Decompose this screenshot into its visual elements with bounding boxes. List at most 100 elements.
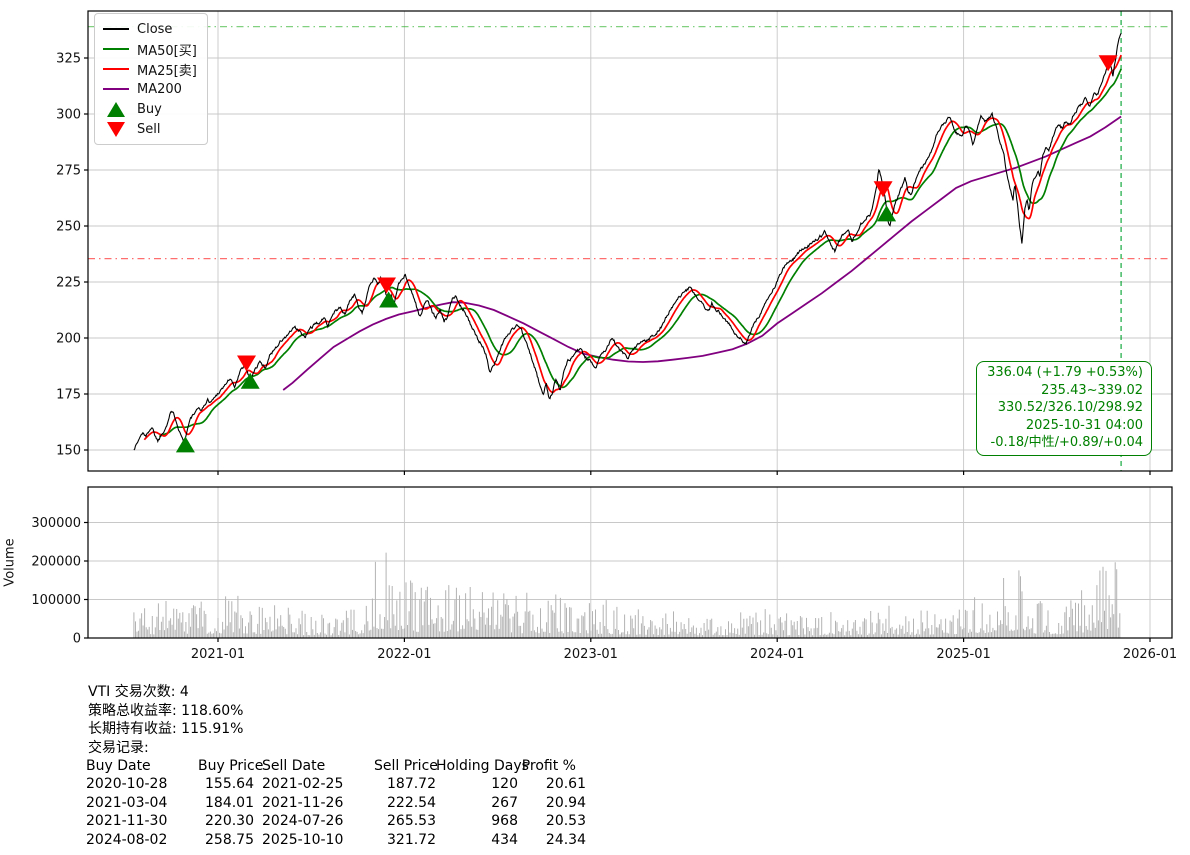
line-swatch [103,28,129,30]
line-swatch [103,88,129,90]
trade-cell: 968 [491,813,518,830]
svg-text:300000: 300000 [31,516,81,531]
svg-text:2023-01: 2023-01 [564,647,618,662]
legend-item-buy: Buy [103,99,199,119]
legend-line-swatch [103,28,129,30]
legend-label: Close [137,21,173,37]
volume-bars [133,552,1121,638]
legend-item-ma200: MA200 [103,79,199,99]
annotation-timestamp: 2025-10-31 04:00 [1025,417,1143,433]
trade-cell: 2021-11-30 [86,813,168,830]
buy-marker [379,291,399,308]
svg-text:150: 150 [56,444,81,459]
trade-col-header: Buy Price [198,758,264,774]
legend-marker-swatch [103,101,129,117]
legend-line-swatch [103,68,129,70]
legend-line-swatch [103,88,129,90]
trade-cell: 265.53 [387,813,436,830]
svg-text:100000: 100000 [31,593,81,608]
sell-marker [377,277,396,294]
svg-text:2021-01: 2021-01 [191,647,245,662]
trade-cell: 222.54 [387,794,436,811]
trade-cell: 220.30 [205,813,254,830]
trade-cell: 2021-02-25 [262,776,344,793]
buy-marker [877,205,897,222]
legend-item-ma50: MA50[买] [103,39,199,59]
summary-strategy-return: 策略总收益率: 118.60% [88,702,244,719]
ma25-line [143,54,1122,441]
svg-text:300: 300 [56,108,81,123]
ma200-line [282,115,1122,391]
svg-text:175: 175 [56,388,81,403]
svg-text:250: 250 [56,220,81,235]
trade-cell: 20.94 [545,794,586,811]
svg-text:275: 275 [56,164,81,179]
legend-label: Sell [137,121,161,137]
volume-axis-label: Volume [2,538,18,587]
trade-col-header: Holding Days [436,758,529,774]
trade-cell: 155.64 [205,776,254,793]
sell-marker [237,355,256,372]
trade-cell: 267 [491,794,518,811]
svg-text:2026-01: 2026-01 [1123,647,1177,662]
legend-item-ma25: MA25[卖] [103,59,199,79]
trade-cell: 2024-08-02 [86,831,168,848]
legend-label: MA50[买] [137,43,197,59]
summary-buyhold-return: 长期持有收益: 115.91% [88,721,244,738]
trade-cell: 2025-10-10 [262,831,344,848]
svg-text:325: 325 [56,52,81,67]
trade-cell: 258.75 [205,831,254,848]
trade-col-header: Profit % [521,758,576,774]
quote-annotation-box: 336.04 (+1.79 +0.53%) 235.43~339.02 330.… [976,361,1152,456]
line-swatch [103,48,129,50]
annotation-signals: -0.18/中性/+0.89/+0.04 [990,435,1143,451]
trade-cell: 184.01 [205,794,254,811]
annotation-last-price: 336.04 (+1.79 +0.53%) [987,365,1143,380]
trade-cell: 321.72 [387,831,436,848]
summary-trade-count: VTI 交易次数: 4 [88,684,189,700]
svg-text:200: 200 [56,332,81,347]
svg-text:2024-01: 2024-01 [750,647,804,662]
trade-cell: 24.34 [545,831,586,848]
legend-label: MA200 [137,81,182,97]
trade-col-header: Sell Date [262,758,326,774]
chart-legend: Close MA50[买] MA25[卖] MA200 Buy Sell [94,13,208,145]
summary-trade-log-title: 交易记录: [88,739,149,756]
trade-cell: 2021-03-04 [86,794,168,811]
annotation-52w-range: 235.43~339.02 [1041,382,1143,398]
sell-marker [873,181,893,198]
buy-marker [175,436,195,453]
legend-marker-swatch [103,121,129,137]
trade-cell: 120 [491,776,518,793]
close-line [133,33,1122,451]
ma50-line [158,68,1122,438]
trade-col-header: Buy Date [86,758,151,774]
legend-item-sell: Sell [103,119,199,139]
svg-text:200000: 200000 [31,555,81,570]
trade-cell: 20.61 [545,776,586,793]
legend-line-swatch [103,48,129,50]
trade-cell: 2020-10-28 [86,776,168,793]
sell-triangle-icon [107,121,125,137]
line-swatch [103,68,129,70]
trade-cell: 434 [491,831,518,848]
sell-marker [1098,55,1118,72]
legend-label: MA25[卖] [137,63,197,79]
svg-text:2025-01: 2025-01 [936,647,990,662]
trade-record-table: Buy Date Buy Price Sell Date Sell Price Hold… [86,757,586,849]
buy-marker [240,372,260,389]
buy-triangle-icon [107,101,125,117]
annotation-ma-values: 330.52/326.10/298.92 [997,400,1143,416]
trade-cell: 2024-07-26 [262,813,344,830]
strategy-summary: VTI 交易次数: 4 策略总收益率: 118.60% 长期持有收益: 115.… [88,683,243,757]
trade-cell: 20.53 [545,813,586,830]
svg-text:225: 225 [56,276,81,291]
svg-text:0: 0 [73,632,81,647]
trade-col-header: Sell Price [374,758,438,774]
legend-item-close: Close [103,19,199,39]
legend-label: Buy [137,101,162,117]
trade-cell: 2021-11-26 [262,794,344,811]
svg-text:2022-01: 2022-01 [377,647,431,662]
trade-cell: 187.72 [387,776,436,793]
